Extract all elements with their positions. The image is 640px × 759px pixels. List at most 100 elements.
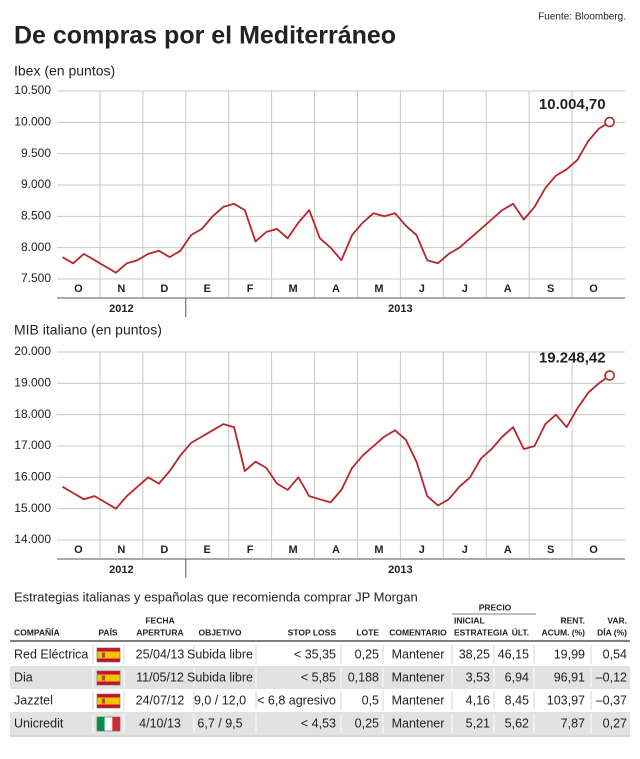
column-header: ACUM. (%) — [542, 627, 586, 637]
table-cell: –0,37 — [596, 693, 627, 707]
group-header: PRECIO — [479, 602, 512, 612]
flag-border — [96, 693, 121, 709]
table-cell: 8,45 — [505, 693, 529, 707]
end-marker — [604, 370, 615, 381]
table-cell: 0,188 — [348, 670, 379, 684]
x-tick-label: O — [589, 544, 598, 556]
table-cell: Mantener — [392, 693, 445, 707]
column-header: OBJETIVO — [199, 627, 242, 637]
x-tick-label: M — [288, 544, 297, 556]
y-tick-label: 20.000 — [14, 344, 51, 358]
year-label: 2012 — [109, 564, 133, 576]
table-cell: 24/07/12 — [136, 693, 185, 707]
flag-stripe — [104, 717, 113, 731]
column-header: PAÍS — [98, 627, 118, 637]
column-header: ESTRATEGIA — [454, 627, 508, 637]
x-tick-label: M — [374, 544, 383, 556]
x-tick-label: A — [504, 544, 512, 556]
row-band — [10, 666, 630, 689]
flag-stripe — [97, 674, 120, 682]
table-cell: 4,16 — [466, 693, 490, 707]
table-cell: 25/04/13 — [136, 647, 185, 661]
x-tick-label: M — [288, 283, 297, 295]
year-label: 2013 — [388, 303, 412, 315]
table-cell: 19,99 — [554, 647, 585, 661]
x-tick-label: A — [504, 283, 512, 295]
x-tick-label: O — [74, 283, 83, 295]
x-tick-label: A — [332, 283, 340, 295]
x-tick-label: F — [247, 544, 254, 556]
column-header: RENT. — [560, 615, 585, 625]
flag — [97, 717, 105, 731]
table-cell: Subida libre — [187, 647, 253, 661]
flag-border — [96, 670, 121, 686]
x-tick-label: D — [160, 283, 168, 295]
x-tick-label: N — [117, 544, 125, 556]
column-header: STOP LOSS — [288, 627, 337, 637]
price-line — [61, 374, 611, 510]
column-header: APERTURA — [136, 627, 183, 637]
flag-stripe — [97, 651, 120, 659]
table-cell: Mantener — [392, 670, 445, 684]
y-tick-label: 9.500 — [21, 146, 51, 160]
y-tick-label: 16.000 — [14, 470, 51, 484]
table-cell: 7,87 — [561, 716, 585, 730]
chart-title: MIB italiano (en puntos) — [14, 322, 162, 338]
flag-stripe — [112, 717, 120, 731]
table-cell: Mantener — [392, 716, 445, 730]
row-band — [10, 712, 630, 735]
column-header: LOTE — [356, 627, 379, 637]
table-cell: 46,15 — [498, 647, 529, 661]
column-header: COMPAÑÍA — [14, 627, 60, 637]
y-tick-label: 18.000 — [14, 407, 51, 421]
table-cell: Jazztel — [14, 693, 53, 707]
y-tick-label: 15.000 — [14, 501, 51, 515]
table-cell: 5,21 — [466, 716, 490, 730]
table-cell: 5,62 — [505, 716, 529, 730]
y-tick-label: 19.000 — [14, 376, 51, 390]
x-tick-label: J — [462, 283, 468, 295]
table-cell: Unicredit — [14, 716, 64, 730]
table-cell: 38,25 — [459, 647, 490, 661]
flag-emblem — [102, 698, 105, 704]
table-cell: < 4,53 — [301, 716, 336, 730]
column-header: INICIAL — [454, 615, 485, 625]
table-cell: Dia — [14, 670, 33, 684]
column-header: FECHA — [145, 615, 174, 625]
value-label: 19.248,42 — [539, 350, 606, 367]
x-tick-label: J — [419, 544, 425, 556]
flag-stripe — [97, 697, 120, 705]
table-cell: 0,25 — [355, 716, 379, 730]
x-tick-label: E — [204, 283, 211, 295]
column-header: DÍA (%) — [597, 627, 627, 637]
table-cell: < 35,35 — [294, 647, 336, 661]
table-cell: 3,53 — [466, 670, 490, 684]
table-cell: Mantener — [392, 647, 445, 661]
x-tick-label: F — [247, 283, 254, 295]
flag-emblem — [102, 675, 105, 681]
table-cell: 4/10/13 — [139, 716, 181, 730]
x-tick-label: J — [419, 283, 425, 295]
table-cell: 0,5 — [362, 693, 379, 707]
x-tick-label: D — [160, 544, 168, 556]
year-label: 2012 — [109, 303, 133, 315]
table-cell: 0,27 — [603, 716, 627, 730]
y-tick-label: 9.000 — [21, 177, 51, 191]
x-tick-label: M — [374, 283, 383, 295]
table-cell: Subida libre — [187, 670, 253, 684]
y-tick-label: 14.000 — [14, 532, 51, 546]
table-cell: 9,0 / 12,0 — [194, 693, 246, 707]
value-label: 10.004,70 — [539, 96, 606, 113]
table-cell: 96,91 — [554, 670, 585, 684]
table-cell: –0,12 — [596, 670, 627, 684]
x-tick-label: O — [589, 283, 598, 295]
y-tick-label: 8.000 — [21, 240, 51, 254]
table-cell: Red Eléctrica — [14, 647, 88, 661]
source: Fuente: Bloomberg. — [538, 12, 626, 23]
year-label: 2013 — [388, 564, 412, 576]
main-title: De compras por el Mediterráneo — [14, 22, 396, 50]
y-tick-label: 17.000 — [14, 438, 51, 452]
column-header: VAR. — [607, 615, 627, 625]
